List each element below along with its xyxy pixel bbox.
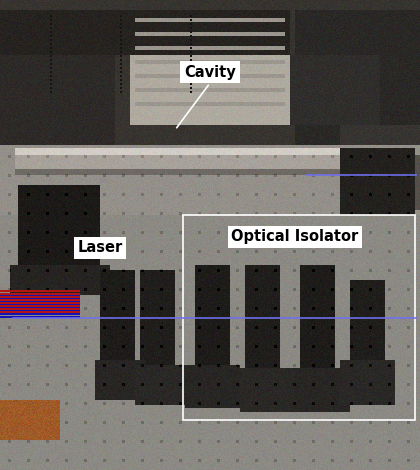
Text: Optical Isolator: Optical Isolator	[231, 229, 359, 244]
Bar	[183, 215, 415, 420]
Text: Cavity: Cavity	[184, 64, 236, 79]
Text: Laser: Laser	[77, 241, 123, 256]
